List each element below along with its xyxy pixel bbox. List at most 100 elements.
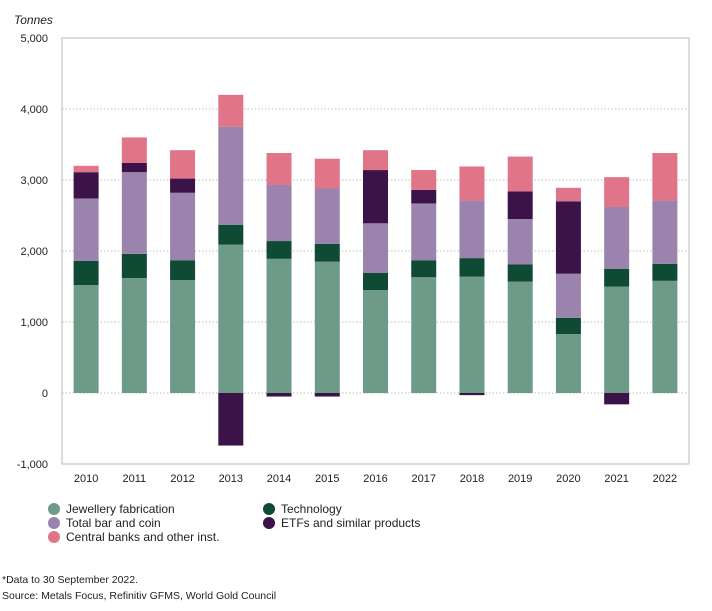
bar-segment-central-banks-and-other-inst-2019 xyxy=(507,156,533,192)
bar-segment-total-bar-and-coin-2015 xyxy=(314,188,340,244)
bar-segment-central-banks-and-other-inst-2021 xyxy=(604,177,630,207)
x-tick-label: 2021 xyxy=(604,473,628,485)
bar-segment-etfs-and-similar-products-2018 xyxy=(459,393,485,396)
y-tick-label: 2,000 xyxy=(20,246,48,258)
bar-segment-technology-2013 xyxy=(218,224,244,245)
bar-segment-central-banks-and-other-inst-2020 xyxy=(555,187,581,202)
x-tick-label: 2014 xyxy=(267,473,291,485)
legend-item-bar-and-coin: Total bar and coin xyxy=(48,516,161,530)
bar-segment-technology-2017 xyxy=(411,260,437,278)
bar-segment-jewellery-fabrication-2017 xyxy=(411,277,437,393)
bar-segment-etfs-and-similar-products-2013 xyxy=(218,393,244,446)
bar-segment-total-bar-and-coin-2014 xyxy=(266,184,292,242)
bar-segment-etfs-and-similar-products-2020 xyxy=(555,201,581,274)
bar-segment-jewellery-fabrication-2022 xyxy=(652,280,678,393)
bar-segment-total-bar-and-coin-2018 xyxy=(459,200,485,259)
legend-label: Jewellery fabrication xyxy=(66,502,175,516)
bar-segment-etfs-and-similar-products-2014 xyxy=(266,393,292,397)
bar-segment-total-bar-and-coin-2016 xyxy=(363,223,388,274)
y-tick-label: 4,000 xyxy=(20,104,48,116)
bar-segment-jewellery-fabrication-2020 xyxy=(555,334,581,393)
y-tick-label: 1,000 xyxy=(20,317,48,329)
bar-segment-central-banks-and-other-inst-2017 xyxy=(411,170,437,190)
bar-segment-central-banks-and-other-inst-2018 xyxy=(459,166,485,201)
bar-segment-etfs-and-similar-products-2010 xyxy=(73,172,99,199)
y-tick-label: 5,000 xyxy=(20,33,48,45)
bar-segment-technology-2022 xyxy=(652,263,678,281)
legend-label: Central banks and other inst. xyxy=(66,530,220,544)
bar-segment-total-bar-and-coin-2021 xyxy=(604,206,630,269)
bar-segment-technology-2018 xyxy=(459,258,485,277)
x-tick-label: 2015 xyxy=(315,473,339,485)
source-note: Source: Metals Focus, Refinitiv GFMS, Wo… xyxy=(2,590,277,602)
bar-segment-jewellery-fabrication-2011 xyxy=(121,277,147,393)
bar-segment-central-banks-and-other-inst-2022 xyxy=(652,153,678,201)
bar-segment-jewellery-fabrication-2013 xyxy=(218,244,244,393)
bar-segment-technology-2016 xyxy=(363,273,388,291)
legend-item-etfs: ETFs and similar products xyxy=(263,516,420,530)
legend-label: Technology xyxy=(281,502,342,516)
bar-segment-technology-2015 xyxy=(314,243,340,262)
x-tick-label: 2012 xyxy=(170,473,194,485)
legend-swatch xyxy=(48,517,60,529)
legend-label: Total bar and coin xyxy=(66,516,161,530)
bar-segment-technology-2021 xyxy=(604,268,630,287)
bars xyxy=(73,94,678,446)
bar-segment-etfs-and-similar-products-2019 xyxy=(507,191,533,220)
bar-segment-etfs-and-similar-products-2011 xyxy=(121,162,147,173)
y-tick-label: 0 xyxy=(42,388,48,400)
chart: -1,000 0 1,000 2,000 3,000 4,000 5,000 2010 2011… xyxy=(14,13,690,485)
bar-segment-technology-2010 xyxy=(73,260,99,286)
y-tick-label: -1,000 xyxy=(17,459,48,471)
bar-segment-etfs-and-similar-products-2015 xyxy=(314,393,340,397)
bar-segment-jewellery-fabrication-2012 xyxy=(170,280,196,393)
bar-segment-jewellery-fabrication-2016 xyxy=(363,290,388,393)
bar-segment-total-bar-and-coin-2022 xyxy=(652,200,678,264)
bar-segment-central-banks-and-other-inst-2012 xyxy=(170,150,196,179)
legend-label: ETFs and similar products xyxy=(281,516,421,530)
x-tick-label: 2022 xyxy=(653,473,677,485)
bar-segment-technology-2011 xyxy=(121,253,147,278)
legend: Jewellery fabrication Technology Total b… xyxy=(48,498,468,546)
x-tick-label: 2020 xyxy=(556,473,580,485)
bar-segment-jewellery-fabrication-2010 xyxy=(73,285,99,393)
bar-segment-total-bar-and-coin-2020 xyxy=(555,273,581,318)
legend-item-technology: Technology xyxy=(263,502,342,516)
bar-segment-central-banks-and-other-inst-2010 xyxy=(73,165,99,173)
bar-segment-total-bar-and-coin-2017 xyxy=(411,203,437,261)
bar-segment-technology-2012 xyxy=(170,260,196,281)
bar-segment-central-banks-and-other-inst-2011 xyxy=(121,137,147,163)
bar-segment-jewellery-fabrication-2015 xyxy=(314,261,340,393)
bar-segment-jewellery-fabrication-2021 xyxy=(604,286,630,393)
bar-segment-technology-2014 xyxy=(266,241,292,259)
x-tick-label: 2013 xyxy=(219,473,243,485)
bar-segment-total-bar-and-coin-2011 xyxy=(121,172,147,254)
x-tick-label: 2017 xyxy=(411,473,435,485)
bar-segment-jewellery-fabrication-2014 xyxy=(266,258,292,393)
bar-segment-central-banks-and-other-inst-2013 xyxy=(218,94,244,127)
bar-segment-etfs-and-similar-products-2016 xyxy=(363,170,388,224)
legend-item-central-banks: Central banks and other inst. xyxy=(48,530,219,544)
bar-segment-jewellery-fabrication-2018 xyxy=(459,276,485,393)
x-tick-label: 2010 xyxy=(74,473,98,485)
bar-segment-technology-2020 xyxy=(555,317,581,335)
y-tick-label: 3,000 xyxy=(20,175,48,187)
bar-segment-etfs-and-similar-products-2012 xyxy=(170,178,196,193)
bar-segment-total-bar-and-coin-2012 xyxy=(170,192,196,261)
bar-segment-total-bar-and-coin-2013 xyxy=(218,126,244,225)
x-tick-label: 2011 xyxy=(123,473,147,485)
bar-segment-central-banks-and-other-inst-2014 xyxy=(266,153,292,185)
footnote: *Data to 30 September 2022. xyxy=(2,574,139,586)
gridlines xyxy=(62,108,689,394)
bar-segment-technology-2019 xyxy=(507,264,533,282)
x-tick-label: 2019 xyxy=(508,473,532,485)
legend-item-jewellery: Jewellery fabrication xyxy=(48,502,175,516)
bar-segment-etfs-and-similar-products-2021 xyxy=(604,393,630,405)
bar-segment-central-banks-and-other-inst-2016 xyxy=(363,150,388,171)
x-tick-label: 2016 xyxy=(363,473,387,485)
y-axis-title: Tonnes xyxy=(14,13,53,27)
legend-swatch xyxy=(263,517,275,529)
bar-segment-jewellery-fabrication-2019 xyxy=(507,281,533,393)
bar-segment-total-bar-and-coin-2019 xyxy=(507,219,533,265)
legend-swatch xyxy=(48,531,60,543)
